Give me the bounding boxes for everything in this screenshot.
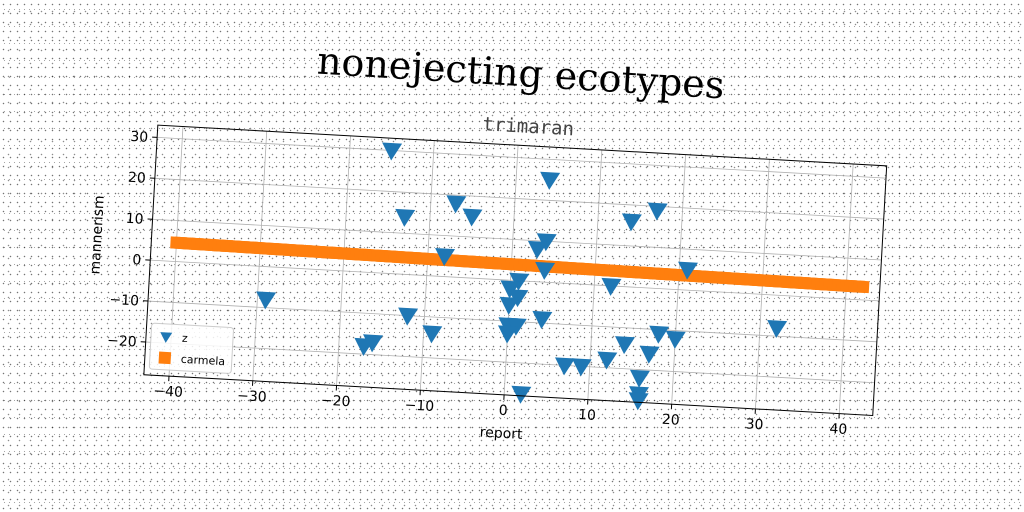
plot-area-frame <box>143 124 888 416</box>
z-marker <box>462 208 483 227</box>
z-marker <box>532 310 553 329</box>
y-tick-label: −10 <box>109 292 139 310</box>
axis-ticks: −40 −30 −20 −10 0 10 20 30 40 −20 −10 0 10 20 30 <box>107 129 848 438</box>
y-tick-label: 20 <box>128 170 147 187</box>
plot-group: trimaran −40 −30 −20 −10 0 10 20 30 40 −20 −10 0 10 2… <box>87 113 888 443</box>
x-tick-label: −10 <box>404 397 434 415</box>
z-marker <box>256 291 277 310</box>
z-marker <box>555 357 575 376</box>
z-marker <box>398 307 419 326</box>
z-marker <box>678 261 698 280</box>
z-marker <box>527 240 548 259</box>
legend-z-label: z <box>182 332 189 345</box>
x-tick-label: −20 <box>320 393 350 411</box>
z-marker <box>629 369 650 388</box>
z-marker <box>499 296 520 315</box>
x-tick-label: 10 <box>578 407 597 424</box>
z-marker <box>497 325 518 344</box>
x-grid-line <box>252 131 268 381</box>
chart-subtitle: trimaran <box>482 113 575 140</box>
x-grid-line <box>336 135 351 386</box>
y-grid-line <box>145 341 875 384</box>
x-grid-line <box>419 140 435 391</box>
z-marker <box>540 171 561 190</box>
z-marker <box>615 336 635 355</box>
z-marker <box>639 345 660 364</box>
x-axis-label: report <box>479 425 523 443</box>
x-tick-label: 40 <box>829 421 848 438</box>
legend-carmela-label: carmela <box>180 353 225 368</box>
z-marker <box>511 385 532 404</box>
y-axis-label: mannerism <box>87 195 107 275</box>
data-series <box>170 142 870 411</box>
z-marker <box>649 325 670 344</box>
y-tick-label: 10 <box>125 211 144 228</box>
z-marker <box>435 248 456 267</box>
z-marker <box>354 337 375 356</box>
z-marker <box>446 195 467 214</box>
x-tick-label: 0 <box>498 403 508 419</box>
z-marker <box>601 277 622 296</box>
z-marker <box>422 325 443 344</box>
y-grid-line <box>157 136 887 179</box>
z-marker <box>665 330 686 349</box>
z-marker <box>571 358 592 377</box>
y-tick-label: 30 <box>130 129 149 146</box>
x-tick-label: −40 <box>153 383 183 401</box>
x-tick-label: 30 <box>745 416 764 433</box>
legend-z-marker <box>160 332 173 343</box>
grid-lines <box>145 126 887 414</box>
z-marker <box>767 319 788 338</box>
z-marker <box>621 213 642 232</box>
z-marker <box>628 392 649 411</box>
legend-carmela-marker <box>158 351 172 365</box>
z-marker <box>647 202 668 221</box>
z-marker <box>395 208 416 227</box>
legend: z carmela <box>148 322 234 374</box>
y-grid-line <box>152 218 882 261</box>
x-tick-label: −30 <box>237 388 267 406</box>
y-grid-line <box>154 177 884 220</box>
z-marker <box>382 142 403 161</box>
chart-title: nonejecting ecotypes <box>316 39 726 108</box>
carmela-marker <box>856 280 870 294</box>
y-tick-label: −20 <box>107 333 137 351</box>
x-tick-label: 20 <box>661 412 680 429</box>
y-tick-label: 0 <box>132 252 142 268</box>
z-marker <box>597 351 618 370</box>
z-marker <box>535 261 556 280</box>
